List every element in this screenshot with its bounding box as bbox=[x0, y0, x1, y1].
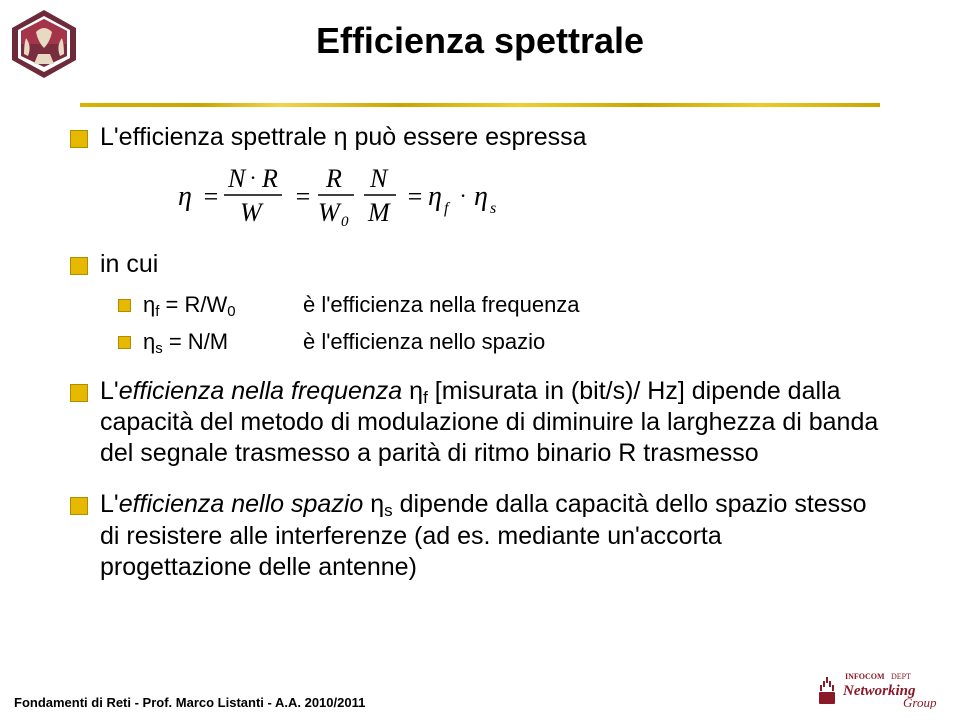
freq-eff-text: L'efficienza nella frequenza ηf [misurat… bbox=[100, 376, 880, 470]
formula-etaf: η bbox=[428, 181, 442, 212]
formula-N: N bbox=[227, 164, 247, 193]
formula-R1: R bbox=[261, 164, 278, 193]
formula-zero: 0 bbox=[341, 214, 349, 230]
bullet-freq-eff: L'efficienza nella frequenza ηf [misurat… bbox=[70, 376, 890, 470]
bullet-icon bbox=[70, 130, 88, 148]
formula-dot1: · bbox=[250, 165, 256, 190]
footer-left: Fondamenti di Reti - Prof. Marco Listant… bbox=[14, 695, 365, 710]
bullet-incui: in cui bbox=[70, 249, 890, 280]
text: L' bbox=[100, 377, 119, 405]
formula-s: s bbox=[490, 200, 496, 217]
formula-W0: W bbox=[318, 198, 342, 227]
formula-eq1: = bbox=[202, 182, 220, 211]
slide-title: Efficienza spettrale bbox=[0, 20, 960, 62]
formula-f: f bbox=[444, 200, 451, 217]
bullet-space-eff: L'efficienza nello spazio ηs dipende dal… bbox=[70, 489, 890, 583]
slide: Efficienza spettrale L bbox=[0, 0, 960, 720]
formula-W: W bbox=[240, 198, 264, 227]
formula-R2: R bbox=[325, 164, 342, 193]
footer-right-logo: INFOCOM DEPT Networking Group bbox=[817, 667, 942, 714]
space-eff-ital: efficienza nello spazio bbox=[119, 490, 364, 518]
bullet-icon bbox=[70, 384, 88, 402]
bullet-icon bbox=[70, 257, 88, 275]
formula: η = N · R W = R W 0 N M bbox=[178, 163, 890, 233]
formula-eta: η bbox=[178, 181, 192, 212]
formula-M: M bbox=[367, 198, 391, 227]
footer-group: Group bbox=[903, 695, 937, 709]
footer-infocom: INFOCOM bbox=[845, 672, 885, 681]
sub-bullet-1: ηf = R/W0 è l'efficienza nella frequenza bbox=[118, 291, 890, 319]
bullet-1-text: L'efficienza spettrale η può essere espr… bbox=[100, 122, 587, 153]
freq-eff-ital: efficienza nella frequenza bbox=[119, 377, 403, 405]
bullet-1: L'efficienza spettrale η può essere espr… bbox=[70, 122, 890, 153]
etas-def-left: ηs = N/M bbox=[143, 328, 303, 356]
bullet-icon bbox=[118, 299, 131, 312]
formula-dot2: · bbox=[460, 183, 466, 208]
bullet-icon bbox=[70, 497, 88, 515]
space-eff-text: L'efficienza nello spazio ηs dipende dal… bbox=[100, 489, 880, 583]
formula-etas: η bbox=[474, 181, 488, 212]
bullet-icon bbox=[118, 336, 131, 349]
etaf-def-left: ηf = R/W0 bbox=[143, 291, 303, 319]
formula-eq3: = bbox=[406, 182, 424, 211]
bullet-incui-text: in cui bbox=[100, 249, 158, 280]
etas-def-right: è l'efficienza nello spazio bbox=[303, 328, 803, 356]
title-underline bbox=[80, 94, 880, 98]
formula-N2: N bbox=[369, 164, 389, 193]
formula-eq2: = bbox=[294, 182, 312, 211]
text: L' bbox=[100, 490, 119, 518]
footer-dept: DEPT bbox=[891, 672, 911, 681]
etaf-def-right: è l'efficienza nella frequenza bbox=[303, 291, 803, 319]
sub-bullet-2: ηs = N/M è l'efficienza nello spazio bbox=[118, 328, 890, 356]
slide-body: L'efficienza spettrale η può essere espr… bbox=[70, 122, 890, 593]
